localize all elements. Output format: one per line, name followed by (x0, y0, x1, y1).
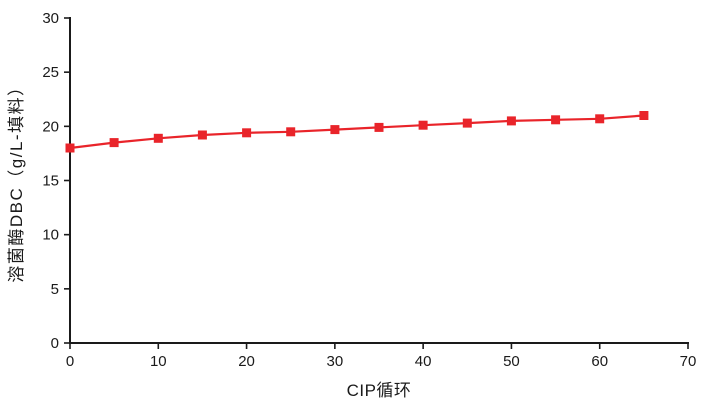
data-point-marker (418, 120, 428, 130)
x-tick-label: 50 (503, 353, 520, 370)
data-point-marker (153, 133, 163, 143)
x-tick-label: 10 (150, 353, 167, 370)
x-tick-label: 0 (66, 353, 74, 370)
y-axis-title: 溶菌酶DBC（g/L-填料） (7, 77, 26, 283)
x-tick-label: 70 (680, 353, 697, 370)
data-point-marker (551, 115, 561, 125)
data-point-marker (374, 122, 384, 132)
data-point-marker (595, 114, 605, 124)
x-axis-title: CIP循环 (346, 381, 412, 400)
y-tick-label: 15 (42, 173, 59, 190)
data-point-marker (242, 128, 252, 138)
data-point-marker (462, 118, 472, 128)
y-tick-label: 10 (42, 227, 59, 244)
y-tick-label: 20 (42, 118, 59, 135)
data-point-marker (286, 127, 296, 137)
data-point-marker (506, 116, 516, 126)
x-tick-label: 60 (591, 353, 608, 370)
data-point-marker (330, 125, 340, 135)
data-point-marker (109, 138, 119, 148)
x-tick-label: 20 (238, 353, 255, 370)
y-tick-label: 5 (51, 281, 59, 298)
data-point-marker (639, 111, 649, 120)
y-tick-label: 30 (42, 10, 59, 27)
data-point-marker (65, 143, 75, 153)
x-tick-label: 40 (415, 353, 432, 370)
data-point-marker (197, 130, 207, 140)
y-tick-label: 25 (42, 64, 59, 81)
y-tick-label: 0 (51, 335, 59, 352)
x-tick-label: 30 (327, 353, 344, 370)
series-line (69, 114, 644, 150)
